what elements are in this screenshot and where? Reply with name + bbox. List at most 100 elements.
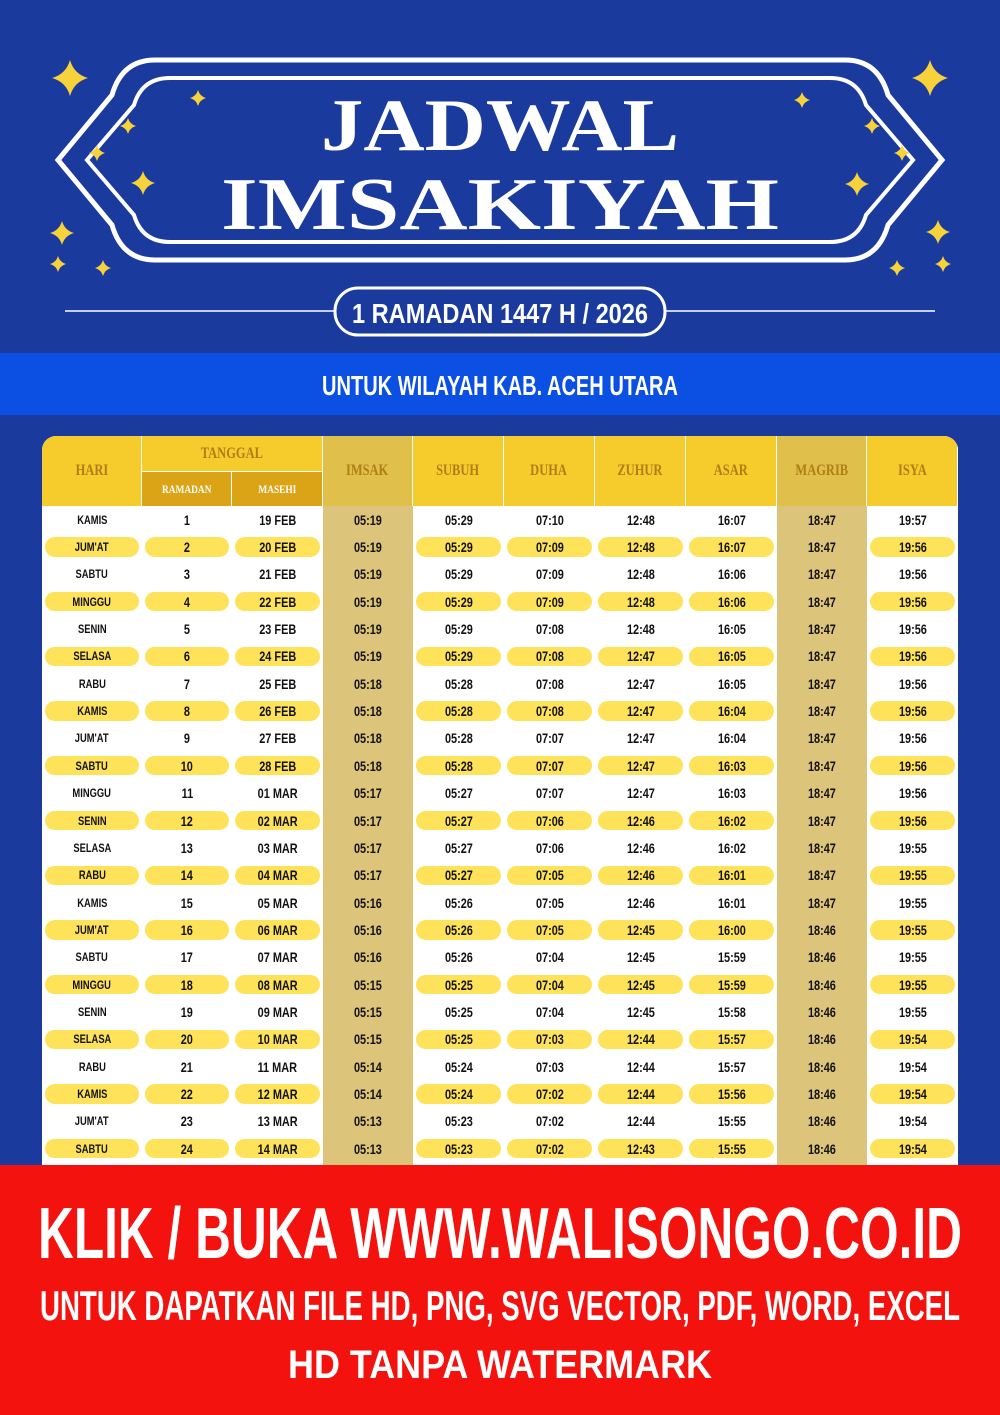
cell-text: 19:55 (898, 949, 927, 966)
star (845, 172, 869, 196)
table-cell: 19:56 (867, 780, 958, 807)
cell-text: SABTU (75, 950, 109, 965)
row-stripe (145, 1029, 229, 1049)
table-cell: 19:57 (867, 506, 958, 533)
subheader-text: MASEHI (258, 481, 296, 496)
table-cell: SABTU (42, 561, 142, 588)
table-cell: 16:05 (686, 615, 777, 642)
cell-text: 18:47 (808, 593, 836, 610)
table-cell: 12:48 (595, 561, 686, 588)
cell-text: 21 (180, 1058, 194, 1075)
cell-text: KAMIS (76, 512, 108, 527)
cell-text: 23 FEB (258, 621, 297, 638)
table-cell: 07:07 (504, 752, 595, 779)
table-cell: 19:56 (867, 752, 958, 779)
cell-text: 16:05 (717, 675, 746, 692)
table-cell: 22 (142, 1080, 232, 1107)
table-cell: 07:05 (504, 889, 595, 916)
header-cell: SUBUH (413, 436, 504, 506)
table-cell: 16:03 (686, 780, 777, 807)
cell-text: RABU (78, 868, 106, 883)
cell-text: 07:07 (535, 785, 564, 802)
cell-text: 12:46 (626, 894, 655, 911)
cell-text: 05:28 (444, 730, 473, 747)
cell-text: 05:14 (354, 1058, 382, 1075)
cell-text: 19:56 (898, 730, 927, 747)
cell-text: 05:29 (444, 566, 473, 583)
table-cell: 12:47 (595, 697, 686, 724)
cell-text: 12:46 (626, 812, 655, 829)
table-cell: SABTU (42, 944, 142, 971)
cell-text: 10 (180, 757, 194, 774)
star (794, 92, 810, 108)
table-cell: 01 MAR (232, 780, 323, 807)
table-cell: 18:46 (777, 1135, 867, 1162)
table-cell: 20 (142, 1026, 232, 1053)
cell-text: 07:10 (535, 511, 564, 528)
cell-text: 18:47 (808, 812, 836, 829)
row-stripe (507, 701, 592, 721)
cell-text: 15:55 (717, 1140, 746, 1157)
header-cell: MAGRIB (777, 436, 867, 506)
table-cell: 12:44 (595, 1026, 686, 1053)
cell-text: 05:29 (444, 593, 473, 610)
table-cell: 13 (142, 834, 232, 861)
table-cell: 07:08 (504, 615, 595, 642)
table-cell: JUM'AT (42, 725, 142, 752)
table-cell: 26 FEB (232, 697, 323, 724)
table-cell: 05:28 (413, 697, 504, 724)
table-cell: 16:02 (686, 834, 777, 861)
row-stripe (145, 756, 229, 776)
cell-text: 19:57 (898, 511, 927, 528)
star (926, 220, 950, 244)
cell-text: 12:45 (626, 921, 655, 938)
table-cell: 05:17 (323, 862, 413, 889)
table-cell: 16:05 (686, 670, 777, 697)
cell-text: 07:09 (535, 566, 564, 583)
cell-text: 07 MAR (257, 949, 298, 966)
cell-text: 05:26 (444, 921, 473, 938)
table-cell: 19:54 (867, 1080, 958, 1107)
table-cell: 05:16 (323, 889, 413, 916)
cell-text: 07:09 (535, 539, 564, 556)
table-cell: 04 MAR (232, 862, 323, 889)
table-cell: MINGGU (42, 780, 142, 807)
row-stripe (507, 537, 592, 557)
cell-text: 18:46 (808, 1113, 836, 1130)
table-cell: 19:56 (867, 807, 958, 834)
table-cell: 05:29 (413, 643, 504, 670)
cell-text: 4 (183, 593, 191, 610)
table-cell: 12 MAR (232, 1080, 323, 1107)
table-cell: 12:47 (595, 670, 686, 697)
cell-text: 12 MAR (257, 1086, 298, 1103)
table-cell: 07:04 (504, 944, 595, 971)
subtitle-pill (333, 286, 667, 337)
table-cell: 12:47 (595, 643, 686, 670)
cell-text: 07:03 (535, 1058, 564, 1075)
row-stripe (416, 756, 501, 776)
table-cell: 05:17 (323, 807, 413, 834)
cell-text: 12:45 (626, 949, 655, 966)
table-cell: 12:45 (595, 944, 686, 971)
cell-text: JUM'AT (75, 1114, 109, 1129)
row-stripe (507, 865, 592, 885)
table-cell: 05:29 (413, 588, 504, 615)
table-cell: 19:56 (867, 561, 958, 588)
cell-text: 05:18 (354, 703, 382, 720)
cell-text: 8 (183, 703, 191, 720)
row-stripe (145, 974, 229, 995)
table-cell: 18:47 (777, 834, 867, 861)
table-cell: 1 (142, 506, 232, 533)
cell-text: 17 (180, 949, 194, 966)
row-stripe (145, 1139, 229, 1159)
table-cell: 18:47 (777, 725, 867, 752)
star (131, 171, 155, 195)
cell-text: 19 FEB (258, 511, 297, 528)
table-cell: 07:02 (504, 1080, 595, 1107)
table-cell: 19:54 (867, 1135, 958, 1162)
cell-text: 05:27 (444, 839, 473, 856)
cell-text: 05 MAR (257, 894, 298, 911)
cell-text: SENIN (77, 813, 107, 828)
cell-text: 12:47 (626, 757, 655, 774)
